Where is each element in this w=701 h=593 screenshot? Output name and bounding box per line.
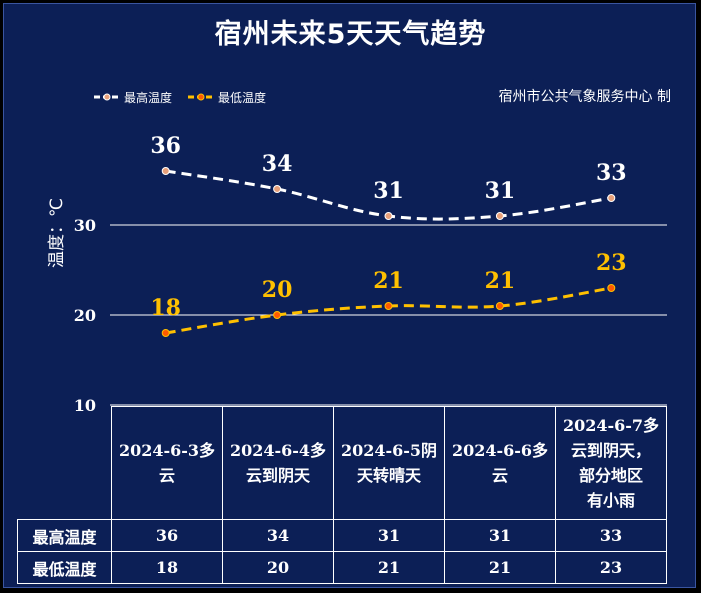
data-point-low [607,284,616,292]
table-date-row: 2024-6-3多云 2024-6-4多 云到阴天 2024-6-5阴 天转晴天 2… [17,406,667,520]
table-cell-low: 20 [222,551,334,584]
data-table: 2024-6-3多云 2024-6-4多 云到阴天 2024-6-5阴 天转晴天 2… [17,406,667,584]
data-point-high [495,212,504,220]
data-point-high [607,194,616,202]
y-tick-label: 30 [74,216,96,235]
data-label-low: 21 [373,268,404,294]
table-date-text: 天转晴天 [356,466,421,485]
data-label-low: 20 [262,277,293,303]
table-cell-high: 31 [333,519,445,552]
data-label-high: 33 [596,160,627,186]
data-label-high: 36 [150,133,181,159]
table-date-text: 2024-6-7多 [562,416,660,435]
table-cell-high: 34 [222,519,334,552]
data-point-low [161,329,170,337]
table-date-text: 云 [158,466,175,485]
table-cell-low: 23 [555,551,667,584]
data-label-high: 31 [485,178,516,204]
legend-item-low: 最低温度 [186,89,266,106]
table-date-text: 云 [491,466,508,485]
table-date-text: 2024-6-3多 [118,441,216,460]
credit-text: 宿州市公共气象服务中心 制 [498,89,671,105]
table-date-cell: 2024-6-6多云 [444,406,556,520]
data-point-high [273,185,282,193]
legend: 最高温度 最低温度 [92,88,280,106]
table-date-text: 2024-6-6多 [451,441,549,460]
y-tick-label: 20 [74,306,96,325]
data-label-high: 34 [262,151,293,177]
table-date-text: 有小雨 [586,491,635,510]
table-cell-high: 36 [111,519,223,552]
data-point-high [384,212,393,220]
table-row-label-high: 最高温度 [17,519,112,552]
table-date-cell: 2024-6-4多 云到阴天 [222,406,334,520]
table-date-text: 2024-6-5阴 [340,441,438,460]
data-label-high: 31 [373,178,404,204]
data-label-low: 23 [596,250,627,276]
table-cell-low: 21 [333,551,445,584]
data-point-low [495,302,504,310]
legend-item-high: 最高温度 [92,89,172,106]
data-point-low [384,302,393,310]
data-point-high [161,167,170,175]
chart-title: 宿州未来5天天气趋势 [214,19,487,50]
data-label-low: 21 [485,268,516,294]
table-row-low: 最低温度 18 20 21 21 23 [17,551,667,584]
legend-high-label: 最高温度 [124,90,173,105]
table-cell-low: 21 [444,551,556,584]
table-date-text: 云到阴天 [245,466,310,485]
data-label-low: 18 [150,295,181,321]
table-cell-high: 31 [444,519,556,552]
table-corner [17,406,112,520]
table-cell-low: 18 [111,551,223,584]
series-line-low [165,286,612,335]
table-date-cell: 2024-6-5阴 天转晴天 [333,406,445,520]
legend-high-swatch [94,93,120,101]
table-date-text: 云到阴天， [570,441,651,460]
legend-low-label: 最低温度 [218,90,267,105]
table-row-label-low: 最低温度 [17,551,112,584]
table-date-cell: 2024-6-3多云 [111,406,223,520]
table-date-text: 部分地区 [578,466,643,485]
table-date-cell: 2024-6-7多 云到阴天， 部分地区有小雨 [555,406,667,520]
legend-low-swatch [188,93,215,101]
table-date-text: 2024-6-4多 [229,441,327,460]
data-point-low [273,311,282,319]
table-cell-high: 33 [555,519,667,552]
table-row-high: 最高温度 36 34 31 31 33 [17,519,667,552]
